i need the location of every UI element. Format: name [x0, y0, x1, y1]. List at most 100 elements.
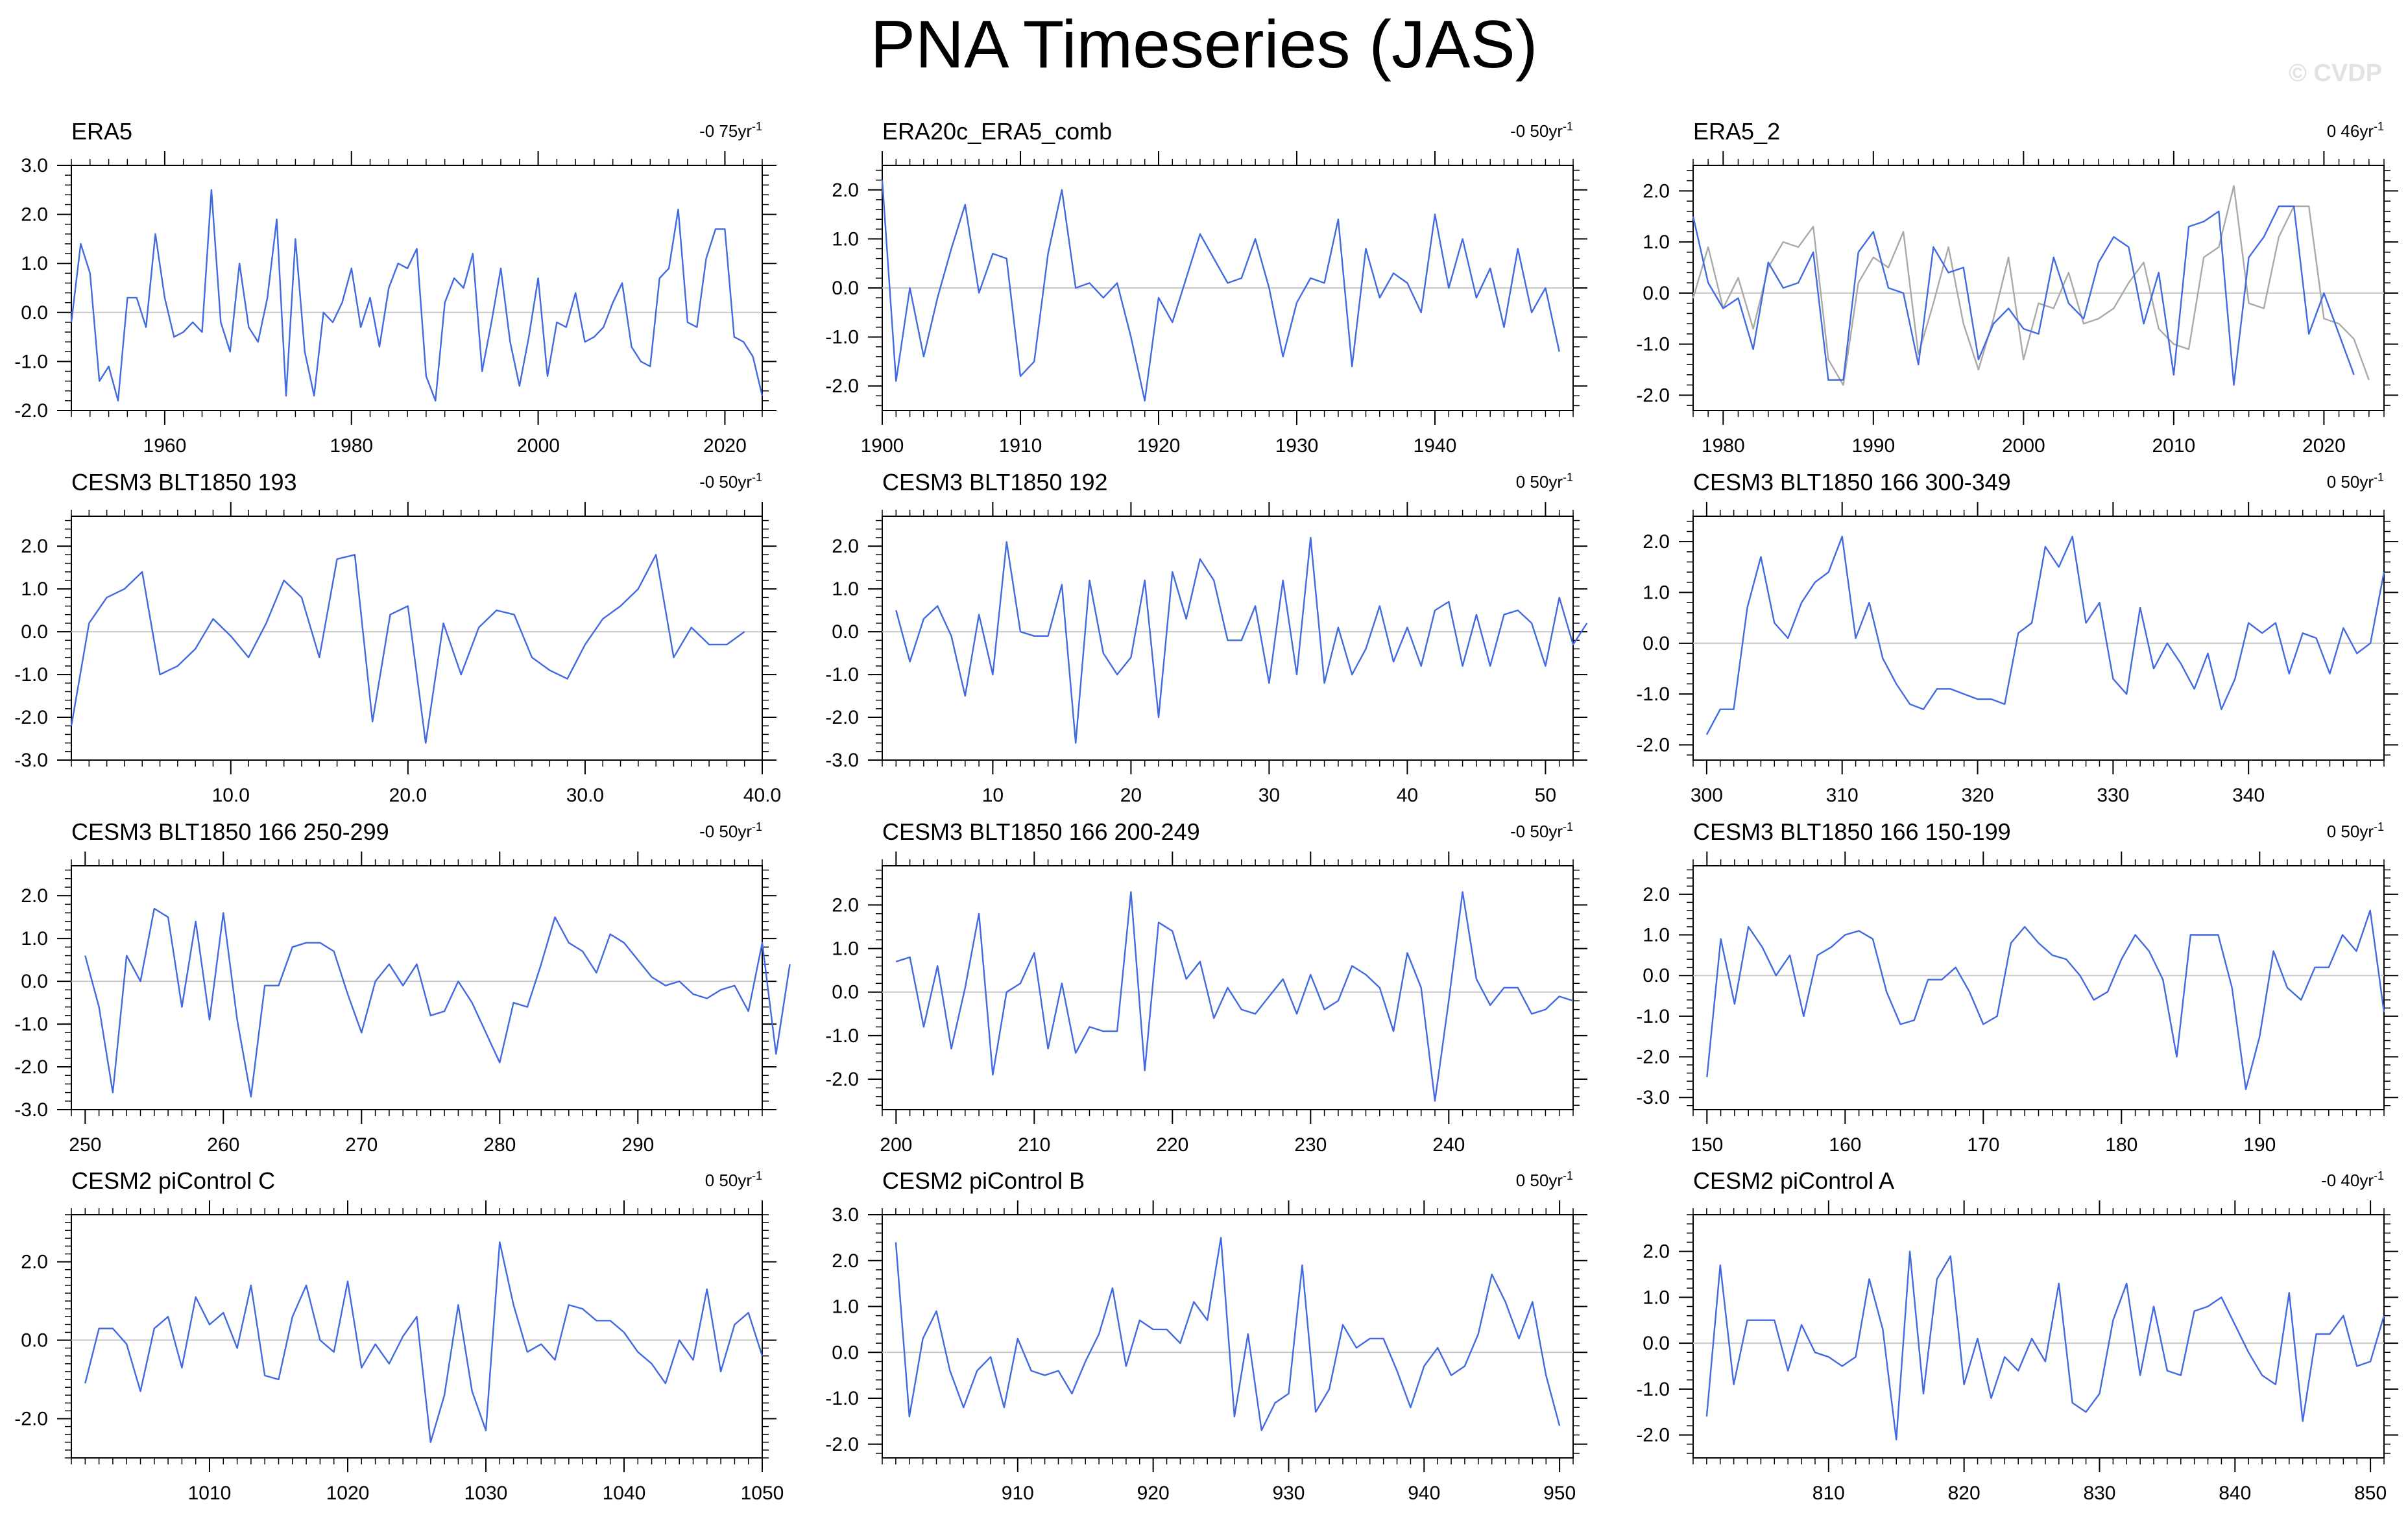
y-tick-label: -2.0: [825, 1069, 859, 1090]
watermark: © CVDP: [2288, 60, 2382, 87]
y-tick-label: 2.0: [1643, 531, 1670, 553]
y-tick-label: -2.0: [1636, 385, 1670, 406]
trend-label: -0 50yr-1: [1510, 120, 1573, 141]
y-tick-label: 1.0: [832, 578, 859, 600]
panel-title: CESM3 BLT1850 166 200-249: [882, 818, 1200, 845]
trend-label: -0 40yr-1: [2321, 1169, 2384, 1190]
y-tick-label: -2.0: [14, 1056, 48, 1078]
series-line: [70, 189, 764, 402]
plot-frame: [1692, 516, 2385, 761]
series-line: [881, 180, 1560, 402]
trend-superscript: -1: [752, 1169, 762, 1182]
y-tick-label: 1.0: [1643, 1287, 1670, 1308]
trend-superscript: -1: [1563, 1169, 1573, 1182]
y-tick-label: 3.0: [21, 155, 48, 176]
x-tick-label: 2000: [2002, 435, 2045, 457]
y-tick-label: 3.0: [832, 1204, 859, 1226]
y-tick-label: -1.0: [825, 1388, 859, 1409]
y-tick-label: -1.0: [14, 664, 48, 686]
panel-title: CESM3 BLT1850 166 300-349: [1693, 469, 2011, 495]
x-tick-label: 2010: [2152, 435, 2195, 457]
x-tick-label: 220: [1156, 1134, 1188, 1156]
trend-label: 0 46yr-1: [2327, 120, 2384, 141]
x-tick-label: 240: [1432, 1134, 1465, 1156]
chart-panel: 200 210 220 230 240 -2.0 -1.0 0.0 1.0 2.0 CESM3 BL…: [825, 818, 1587, 1156]
x-tick-label: 20.0: [389, 785, 427, 806]
x-tick-label: 200: [880, 1134, 912, 1156]
chart-panel: 1960 1980 2000 2020 -2.0 -1.0 0.0 1.0 2.0 3.0 ERA5…: [14, 118, 777, 457]
panel-title: CESM2 piControl B: [882, 1167, 1085, 1194]
y-tick-label: 0.0: [832, 621, 859, 643]
x-tick-label: 2020: [2302, 435, 2346, 457]
x-tick-label: 260: [207, 1134, 239, 1156]
x-tick-label: 820: [1948, 1483, 1981, 1504]
chart-panel: 1980 1990 2000 2010 2020 -2.0 -1.0 0.0 1.0 2.0 ERA…: [1636, 118, 2398, 457]
x-tick-label: 1980: [330, 435, 373, 457]
panel-title: CESM3 BLT1850 193: [71, 469, 297, 495]
y-tick-label: 2.0: [832, 180, 859, 201]
series-line: [84, 1241, 764, 1444]
x-tick-label: 950: [1543, 1483, 1576, 1504]
x-tick-label: 1040: [603, 1483, 646, 1504]
y-tick-label: -1.0: [825, 1025, 859, 1047]
y-tick-label: -2.0: [1636, 735, 1670, 756]
x-tick-label: 1990: [1851, 435, 1895, 457]
panel-title: ERA5: [71, 118, 132, 145]
panel-title: CESM2 piControl A: [1693, 1167, 1894, 1194]
y-tick-label: 1.0: [1643, 582, 1670, 604]
chart-panel: 1010 1020 1030 1040 1050 -2.0 0.0 2.0 CESM2 piCo…: [14, 1167, 784, 1504]
series-line: [1705, 1250, 2385, 1440]
y-tick-label: -2.0: [14, 1409, 48, 1430]
trend-label: -0 50yr-1: [699, 820, 762, 841]
series-line: [895, 891, 1574, 1102]
x-tick-label: 1010: [188, 1483, 232, 1504]
x-tick-label: 1050: [741, 1483, 784, 1504]
x-tick-label: 320: [1961, 785, 1993, 806]
trend-superscript: -1: [1563, 820, 1573, 833]
x-tick-label: 250: [69, 1134, 101, 1156]
trend-superscript: -1: [752, 820, 762, 833]
x-tick-label: 1910: [999, 435, 1042, 457]
y-tick-label: -1.0: [1636, 1006, 1670, 1027]
y-tick-label: 0.0: [832, 1342, 859, 1363]
y-tick-label: -1.0: [1636, 684, 1670, 705]
x-tick-label: 50: [1535, 785, 1556, 806]
y-tick-label: 2.0: [832, 1250, 859, 1272]
x-tick-label: 1940: [1414, 435, 1457, 457]
y-tick-label: 1.0: [832, 228, 859, 250]
panel-title: CESM3 BLT1850 166 250-299: [71, 818, 389, 845]
series-line: [70, 554, 745, 744]
y-tick-label: -2.0: [1636, 1047, 1670, 1068]
y-tick-label: -1.0: [14, 351, 48, 372]
y-tick-label: 2.0: [1643, 180, 1670, 202]
y-tick-label: -3.0: [14, 750, 48, 771]
y-tick-label: -2.0: [825, 1434, 859, 1455]
y-tick-label: 0.0: [21, 971, 48, 992]
chart-panel: 910 920 930 940 950 -2.0 -1.0 0.0 1.0 2.0 3.0 CESM2…: [825, 1167, 1587, 1504]
y-tick-label: 1.0: [832, 938, 859, 960]
x-tick-label: 170: [1967, 1134, 1999, 1156]
x-tick-label: 160: [1829, 1134, 1861, 1156]
plot-frame: [71, 865, 763, 1110]
panel-title: ERA20c_ERA5_comb: [882, 118, 1112, 145]
x-tick-label: 290: [621, 1134, 654, 1156]
y-tick-label: -2.0: [825, 376, 859, 397]
x-tick-label: 910: [1002, 1483, 1034, 1504]
x-tick-label: 280: [483, 1134, 516, 1156]
trend-label: 0 50yr-1: [1516, 471, 1573, 492]
trend-label: -0 75yr-1: [699, 120, 762, 141]
series-line: [1705, 536, 2385, 735]
x-tick-label: 920: [1137, 1483, 1170, 1504]
x-tick-label: 1020: [326, 1483, 370, 1504]
trend-superscript: -1: [2374, 471, 2384, 484]
plot-frame: [882, 1214, 1574, 1459]
trend-label: 0 50yr-1: [1516, 1169, 1573, 1190]
x-tick-label: 1980: [1702, 435, 1745, 457]
x-tick-label: 180: [2105, 1134, 2137, 1156]
y-tick-label: -2.0: [14, 400, 48, 422]
y-tick-label: 2.0: [21, 885, 48, 907]
trend-superscript: -1: [1563, 471, 1573, 484]
x-tick-label: 270: [345, 1134, 378, 1156]
trend-superscript: -1: [1563, 120, 1573, 133]
trend-superscript: -1: [2374, 1169, 2384, 1182]
